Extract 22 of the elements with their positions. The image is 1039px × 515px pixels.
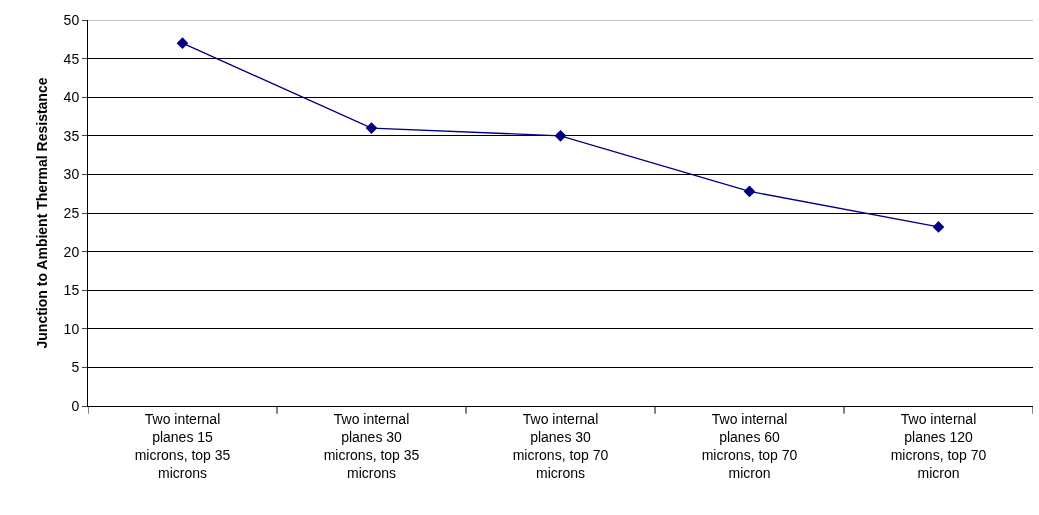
- point: [176, 37, 189, 50]
- y-tick-label: 45: [63, 50, 80, 67]
- point: [743, 185, 756, 198]
- y-tick-label: 0: [71, 397, 80, 414]
- y-tick-label: 10: [63, 320, 80, 337]
- x-tick-label: Two internal planes 15 microns, top 35 microns: [134, 410, 231, 482]
- y-tick-label: 50: [63, 11, 80, 28]
- point: [932, 221, 945, 233]
- x-tick-label: Two internal planes 60 microns, top 70 micron: [701, 410, 798, 482]
- y-tick-label: 15: [63, 282, 80, 299]
- point: [554, 129, 567, 142]
- y-tick-label: 25: [63, 204, 80, 221]
- x-tick-label: Two internal planes 30 microns, top 35 microns: [323, 410, 420, 482]
- y-tick-label: 35: [63, 127, 80, 144]
- x-tick-label: Two internal planes 30 microns, top 70 microns: [512, 410, 609, 482]
- y-tick-label: 40: [63, 89, 80, 106]
- y-axis-title: Junction to Ambient Thermal Resistance: [34, 77, 51, 349]
- x-tick-label: Two internal planes 120 microns, top 70 micron: [890, 410, 987, 482]
- y-tick-label: 5: [71, 359, 80, 376]
- y-tick-label: 20: [63, 243, 80, 260]
- point: [365, 122, 378, 134]
- y-tick-label: 30: [63, 166, 80, 183]
